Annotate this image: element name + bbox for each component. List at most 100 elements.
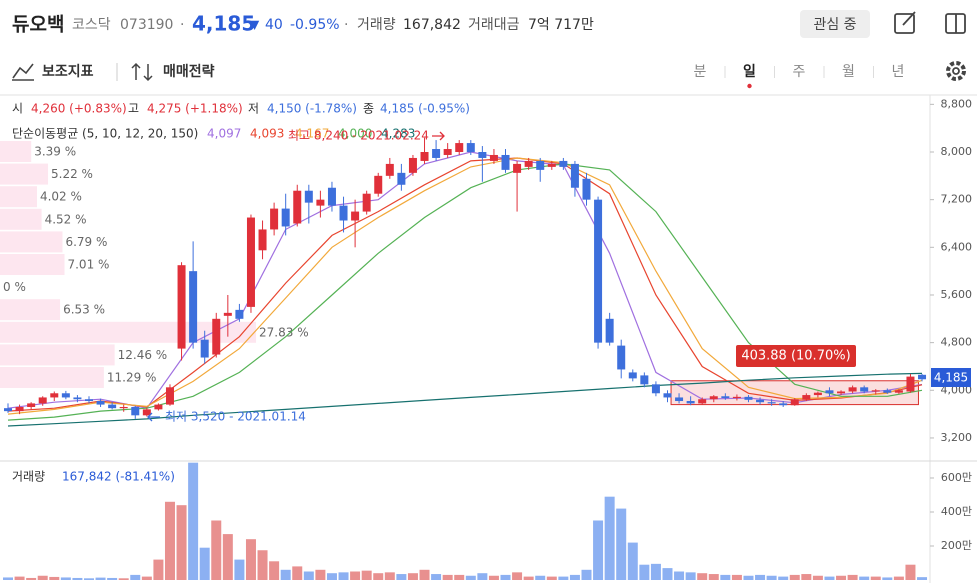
volume-bar: [558, 576, 569, 580]
candle-body: [96, 401, 105, 405]
period-tab[interactable]: 월: [842, 64, 855, 80]
moving-average: [7, 372, 923, 427]
volume-bar: [396, 574, 407, 580]
volume-bar: [720, 574, 731, 580]
candle-body: [200, 339, 209, 358]
volume-bar: [812, 575, 823, 580]
candle-body: [223, 312, 232, 316]
strategy-label: 매매전략: [163, 63, 215, 80]
candle-body: [293, 190, 302, 224]
volume-bar: [315, 569, 326, 580]
volume-bar: [245, 539, 256, 580]
price-tag: 4,185: [934, 371, 968, 385]
period-tab[interactable]: 주: [793, 64, 806, 80]
volume-bar: [512, 572, 523, 580]
volume-bar: [639, 564, 650, 580]
info-label: 저: [248, 102, 259, 116]
candle-body: [501, 154, 510, 170]
volume-bar: [60, 577, 71, 580]
info-value: 4,275 (+1.18%): [147, 102, 243, 116]
volume-bar: [535, 575, 546, 580]
candle-body: [883, 390, 892, 393]
indicator-button[interactable]: 보조지표: [12, 63, 94, 81]
period-tab[interactable]: 분: [694, 64, 707, 80]
volume-bar: [83, 578, 94, 580]
volume-bar: [407, 573, 418, 580]
watch-button[interactable]: 관심 중: [800, 10, 870, 38]
volume-bar: [164, 501, 175, 580]
ma-legend-value: 4,093: [250, 127, 284, 141]
low-label: 최저 3,520 - 2021.01.14: [165, 410, 306, 424]
edit-icon[interactable]: [894, 11, 916, 34]
candle-body: [513, 163, 522, 173]
volume-bar: [442, 574, 453, 580]
range-label-bg: [736, 345, 856, 367]
candle-body: [802, 395, 811, 400]
profile-label: 27.83 %: [259, 325, 309, 339]
volume-bar: [107, 577, 118, 580]
change: 40: [265, 17, 283, 33]
icon-part: [946, 61, 966, 81]
volume-bar: [893, 576, 904, 580]
candle-body: [246, 217, 255, 307]
icon-part: [952, 67, 960, 75]
profile-bar: [0, 141, 32, 162]
volume-bar: [234, 559, 245, 580]
candle-body: [547, 163, 556, 167]
period-tab[interactable]: 일: [743, 64, 756, 80]
info-label: 종: [363, 102, 374, 116]
volume-bar: [917, 577, 928, 580]
candle-body: [605, 318, 614, 343]
volume-bar: [350, 571, 361, 580]
volume-bar: [650, 563, 661, 580]
candle-body: [212, 318, 221, 355]
candle-body: [4, 408, 12, 412]
candle-body: [131, 406, 140, 416]
volume-bar: [176, 505, 187, 580]
volume-bar: [500, 574, 511, 580]
volume: 167,842: [403, 17, 461, 33]
strategy-button[interactable]: 매매전략: [131, 62, 215, 82]
profile-bar: [0, 163, 49, 185]
settings-icon[interactable]: [946, 61, 966, 81]
candle-body: [73, 397, 82, 400]
candle-body: [651, 384, 660, 394]
volume-bar: [778, 576, 789, 580]
volume-bar: [222, 534, 233, 580]
profile-bar: [0, 208, 42, 230]
volume-bar: [870, 576, 881, 580]
profile-label: 6.53 %: [63, 303, 105, 317]
volume-bar: [211, 520, 222, 580]
candle-body: [478, 152, 487, 158]
candle-body: [38, 397, 47, 404]
candle-body: [351, 211, 360, 221]
info-label: 고: [128, 102, 139, 116]
change-pct: -0.95%: [290, 17, 340, 33]
candle-body: [848, 387, 857, 392]
candle-body: [698, 399, 707, 404]
profile-bar: [0, 299, 61, 321]
candle-body: [489, 154, 498, 161]
profile-bar: [0, 367, 104, 388]
candle-body: [432, 149, 441, 158]
candle-body: [871, 390, 880, 392]
candle-body: [628, 372, 637, 379]
ma-legend: 4,097 4,093 4,167 4,000 4,283: [207, 127, 415, 141]
volume-bar: [280, 569, 291, 580]
candle-body: [732, 396, 741, 399]
amount: 7억 717만: [528, 17, 594, 33]
volume-bar: [824, 576, 835, 580]
candle-body: [189, 271, 198, 343]
volume-bar: [292, 566, 303, 580]
candle-body: [362, 193, 371, 212]
candle-body: [281, 208, 290, 227]
panel-icon[interactable]: [945, 13, 966, 34]
candle-body: [779, 403, 788, 406]
candle-body: [825, 390, 834, 394]
candle-body: [304, 190, 313, 203]
candle-body: [374, 175, 383, 194]
high-arrow: [432, 131, 445, 141]
moving-average: [7, 157, 923, 412]
volume-bar: [384, 572, 395, 580]
period-tab[interactable]: 년: [892, 64, 905, 80]
